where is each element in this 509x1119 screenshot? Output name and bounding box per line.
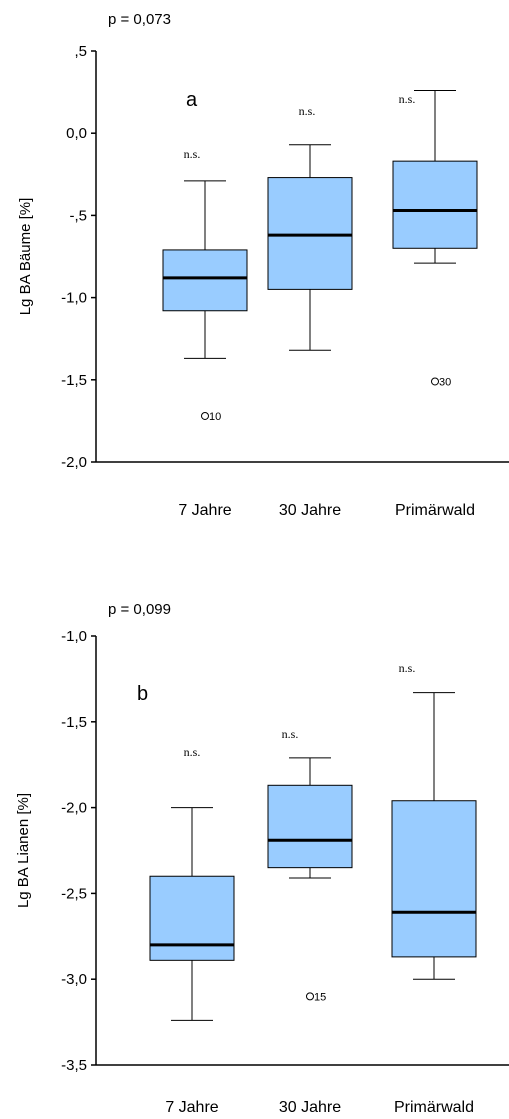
outlier-label: 30	[439, 376, 451, 388]
panel-label: b	[137, 683, 148, 705]
iqr-box	[162, 249, 248, 312]
y-tick-label: -1,0	[61, 628, 87, 645]
panel-label-background	[170, 85, 250, 160]
box-2: 15 n.s.	[267, 727, 353, 1003]
significance-label: n.s.	[399, 661, 416, 675]
iqr-box	[392, 160, 478, 249]
y-tick-label: -2,5	[61, 885, 87, 902]
box-1: 10 n.s.	[162, 147, 248, 423]
y-tick-label: -3,0	[61, 971, 87, 988]
y-tick-label: -2,0	[61, 800, 87, 817]
significance-label: n.s.	[184, 745, 201, 759]
p-value-label: p = 0,099	[108, 601, 171, 618]
significance-label: n.s.	[399, 92, 416, 106]
x-category-label: 7 Jahre	[165, 1099, 218, 1116]
y-tick-label: ,5	[74, 43, 87, 60]
panel-label-background	[122, 680, 207, 755]
significance-label: n.s.	[282, 727, 299, 741]
iqr-box	[267, 177, 353, 290]
y-tick-label: 0,0	[66, 125, 87, 142]
y-tick-label: -1,0	[61, 290, 87, 307]
y-tick-label: -1,5	[61, 714, 87, 731]
x-category-label: Primärwald	[394, 1099, 474, 1116]
box-1: n.s.	[149, 745, 235, 1021]
box-3: 30 n.s.	[392, 89, 478, 388]
y-tick-label: -1,5	[61, 372, 87, 389]
chart-panel-a: p = 0,073 Lg BA Bäume [%] ,5 0,0 -,5 -1,0 -1,5…	[17, 11, 509, 519]
x-category-label: 30 Jahre	[279, 502, 341, 519]
x-category-label: 7 Jahre	[178, 502, 231, 519]
y-axis-label: Lg BA Bäume [%]	[17, 198, 34, 316]
y-tick-label: -2,0	[61, 454, 87, 471]
y-tick-label: -,5	[69, 207, 87, 224]
iqr-box	[391, 800, 477, 958]
iqr-box	[149, 875, 235, 961]
p-value-label: p = 0,073	[108, 11, 171, 28]
y-tick-label: -3,5	[61, 1057, 87, 1074]
box-3: n.s.	[391, 661, 477, 980]
x-category-label: 30 Jahre	[279, 1099, 341, 1116]
y-axis-label: Lg BA Lianen [%]	[15, 793, 32, 908]
outlier-label: 10	[209, 411, 221, 423]
chart-panel-b: p = 0,099 Lg BA Lianen [%] -1,0 -1,5 -2,0 -2,…	[15, 601, 509, 1116]
outlier-point	[431, 377, 439, 386]
panel-label: a	[186, 89, 198, 111]
outlier-point	[201, 411, 209, 420]
outlier-label: 15	[314, 991, 326, 1003]
outlier-point	[306, 992, 314, 1001]
iqr-box	[267, 784, 353, 869]
x-category-label: Primärwald	[395, 502, 475, 519]
significance-label: n.s.	[299, 104, 316, 118]
significance-label: n.s.	[184, 147, 201, 161]
box-2: n.s.	[267, 104, 353, 351]
